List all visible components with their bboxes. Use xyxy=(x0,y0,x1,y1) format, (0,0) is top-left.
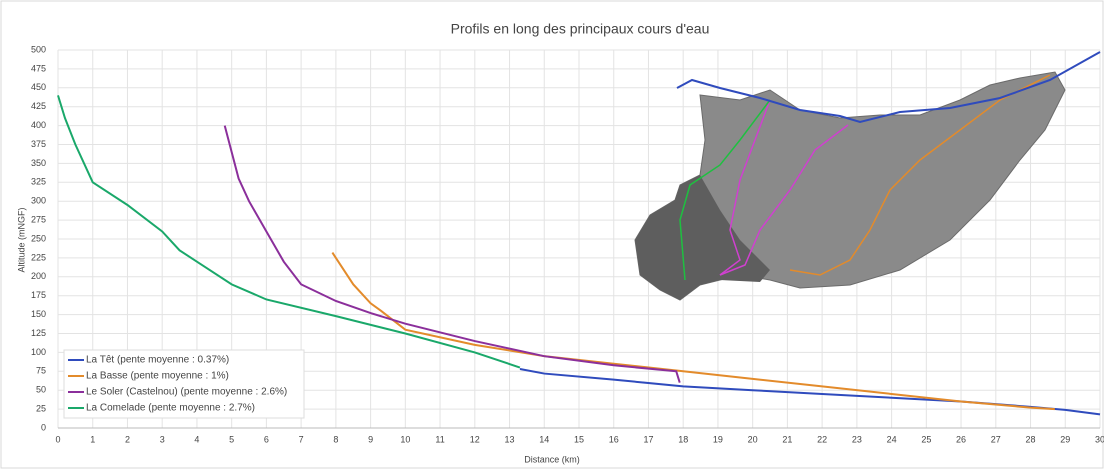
y-tick-label: 450 xyxy=(31,82,46,92)
x-tick-label: 0 xyxy=(55,434,60,444)
grid: 0255075100125150175200225250275300325350… xyxy=(31,44,1104,444)
y-tick-label: 300 xyxy=(31,196,46,206)
y-tick-label: 150 xyxy=(31,309,46,319)
x-tick-label: 11 xyxy=(435,434,444,444)
x-axis-label: Distance (km) xyxy=(524,454,580,464)
x-tick-label: 12 xyxy=(470,434,480,444)
legend-label: La Comelade (pente moyenne : 2.7%) xyxy=(86,403,255,414)
series-line xyxy=(223,125,681,383)
legend-label: La Basse (pente moyenne : 1%) xyxy=(86,371,229,382)
series-line xyxy=(331,252,1055,411)
y-tick-label: 200 xyxy=(31,271,46,281)
x-tick-label: 9 xyxy=(368,434,373,444)
x-tick-label: 29 xyxy=(1060,434,1070,444)
y-tick-label: 425 xyxy=(31,101,46,111)
y-tick-label: 175 xyxy=(31,290,46,300)
y-tick-label: 225 xyxy=(31,252,46,262)
y-tick-label: 350 xyxy=(31,158,46,168)
y-tick-label: 250 xyxy=(31,233,46,243)
x-tick-label: 4 xyxy=(194,434,199,444)
y-tick-label: 25 xyxy=(36,403,46,413)
x-tick-label: 6 xyxy=(264,434,269,444)
x-tick-label: 17 xyxy=(643,434,653,444)
x-tick-label: 2 xyxy=(125,434,130,444)
y-tick-label: 475 xyxy=(31,63,46,73)
x-tick-label: 1 xyxy=(90,434,95,444)
x-tick-label: 30 xyxy=(1095,434,1104,444)
x-tick-label: 10 xyxy=(400,434,410,444)
y-axis-label: Altitude (mNGF) xyxy=(16,207,26,272)
lines xyxy=(57,95,1101,416)
y-tick-label: 125 xyxy=(31,328,46,338)
x-tick-label: 24 xyxy=(887,434,897,444)
x-tick-label: 18 xyxy=(678,434,688,444)
y-tick-label: 400 xyxy=(31,120,46,130)
y-tick-label: 275 xyxy=(31,214,46,224)
x-tick-label: 5 xyxy=(229,434,234,444)
x-tick-label: 3 xyxy=(160,434,165,444)
x-tick-label: 14 xyxy=(539,434,549,444)
x-tick-label: 19 xyxy=(713,434,723,444)
series-line xyxy=(57,95,521,369)
y-tick-label: 375 xyxy=(31,139,46,149)
legend-label: Le Soler (Castelnou) (pente moyenne : 2.… xyxy=(86,387,287,398)
y-tick-label: 0 xyxy=(41,422,46,432)
x-tick-label: 21 xyxy=(782,434,792,444)
legend-label: La Têt (pente moyenne : 0.37%) xyxy=(86,355,229,366)
x-tick-label: 26 xyxy=(956,434,966,444)
x-tick-label: 22 xyxy=(817,434,827,444)
x-tick-label: 8 xyxy=(333,434,338,444)
x-tick-label: 16 xyxy=(609,434,619,444)
chart-title: Profils en long des principaux cours d'e… xyxy=(451,21,710,37)
y-tick-label: 100 xyxy=(31,347,46,357)
x-tick-label: 23 xyxy=(852,434,862,444)
y-tick-label: 75 xyxy=(36,366,46,376)
watershed-map xyxy=(634,51,1101,301)
y-tick-label: 500 xyxy=(31,44,46,54)
x-tick-label: 7 xyxy=(299,434,304,444)
x-tick-label: 13 xyxy=(505,434,515,444)
x-tick-label: 25 xyxy=(921,434,931,444)
legend-box xyxy=(63,349,305,419)
y-tick-label: 50 xyxy=(36,385,46,395)
legend: La Têt (pente moyenne : 0.37%) La Basse (… xyxy=(63,349,305,419)
x-tick-label: 28 xyxy=(1026,434,1036,444)
x-tick-label: 20 xyxy=(748,434,758,444)
x-tick-label: 15 xyxy=(574,434,584,444)
y-tick-label: 325 xyxy=(31,177,46,187)
x-tick-label: 27 xyxy=(991,434,1001,444)
